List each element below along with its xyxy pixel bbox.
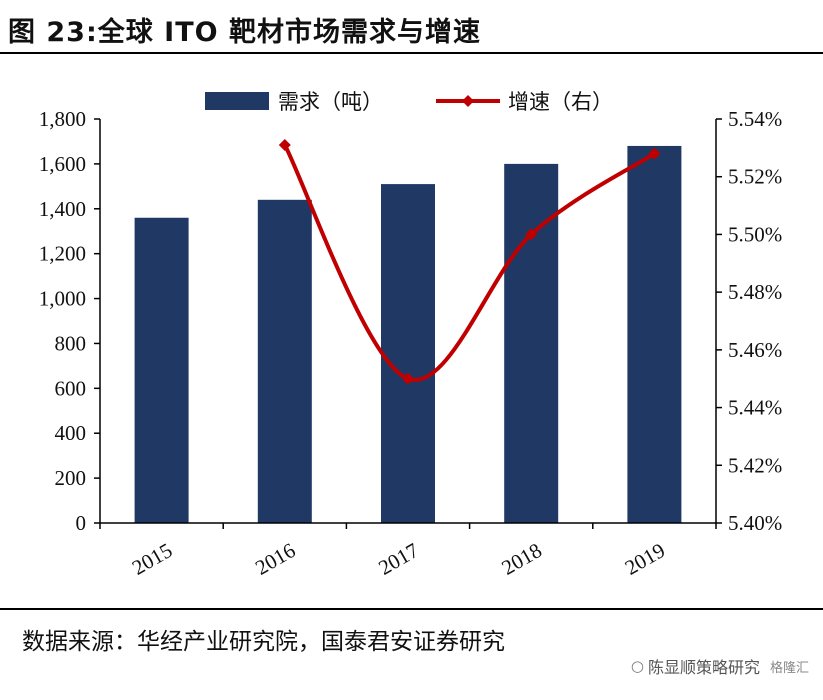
x-tick-label: 2016 (251, 538, 299, 580)
left-tick-label: 1,400 (39, 197, 86, 221)
bar-2018 (504, 163, 559, 523)
watermark: ○ 陈显顺策略研究 格隆汇 (631, 654, 809, 678)
growth-point-2019 (648, 147, 661, 160)
right-tick-label: 5.50% (728, 222, 782, 246)
left-tick-label: 400 (55, 421, 87, 445)
left-tick-label: 1,800 (39, 107, 86, 131)
growth-point-2018 (525, 228, 538, 241)
growth-point-2016 (278, 138, 291, 151)
left-tick-label: 800 (55, 331, 87, 355)
watermark-text: 陈显顺策略研究 (647, 658, 760, 677)
right-tick-label: 5.52% (728, 165, 782, 189)
right-tick-label: 5.46% (728, 338, 782, 362)
bar-series (134, 145, 682, 524)
left-tick-label: 200 (55, 466, 87, 490)
bar-2015 (134, 217, 189, 523)
legend-bar-label: 需求（吨） (278, 90, 383, 114)
chart-canvas: 0 200 400 600 800 1,000 1,200 1,400 1,600 1,800 5.… (39, 90, 783, 580)
left-tick-label: 0 (76, 511, 87, 535)
bar-2016 (257, 199, 312, 524)
watermark-brand: 格隆汇 (769, 660, 809, 676)
legend-line-marker (462, 95, 474, 107)
growth-line (283, 144, 656, 382)
line-series (278, 138, 661, 385)
left-tick-label: 1,200 (39, 242, 86, 266)
bar-2019 (627, 145, 682, 523)
x-tick-label: 2017 (374, 538, 422, 580)
title-rule (0, 52, 823, 54)
left-tick-label: 600 (55, 376, 87, 400)
legend-line-label: 增速（右） (508, 90, 613, 114)
x-tick-label: 2019 (621, 538, 669, 580)
right-tick-label: 5.44% (728, 396, 782, 420)
bar-2017 (381, 184, 435, 524)
wechat-icon: ○ (630, 657, 644, 675)
left-tick-label: 1,600 (39, 152, 86, 176)
x-tick-label: 2015 (128, 538, 176, 580)
left-tick-label: 1,000 (39, 287, 86, 311)
right-tick-label: 5.40% (728, 511, 782, 535)
source-rule (0, 608, 823, 610)
x-tick-label: 2018 (498, 538, 546, 580)
right-tick-label: 5.54% (728, 107, 782, 131)
growth-point-2017 (402, 372, 414, 385)
right-tick-label: 5.48% (728, 280, 782, 304)
chart-title: 图 23:全球 ITO 靶材市场需求与增速 (8, 17, 481, 48)
source-note: 数据来源：华经产业研究院，国泰君安证券研究 (22, 629, 505, 655)
legend: 需求（吨） 增速（右） (205, 90, 613, 114)
right-tick-label: 5.42% (728, 453, 782, 477)
legend-bar-swatch (205, 92, 269, 110)
